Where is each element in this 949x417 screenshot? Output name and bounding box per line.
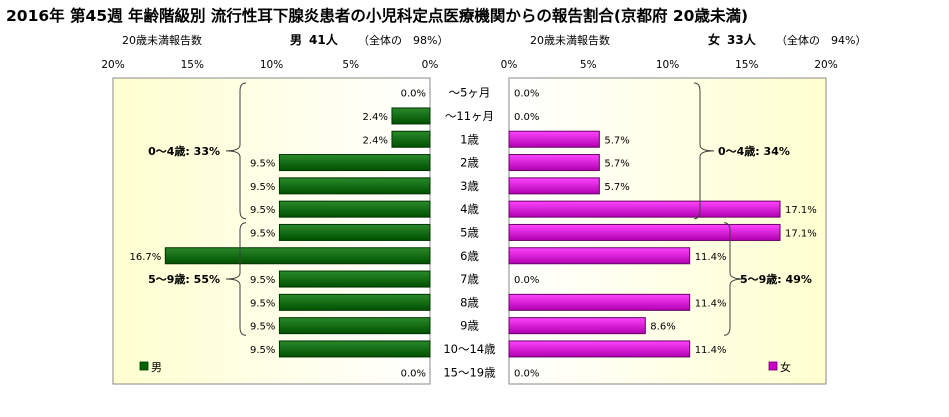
male-bracket-label: 5～9歳: 55%	[148, 272, 220, 286]
female-axis-tick-label: 20%	[814, 59, 837, 71]
category-label: 6歳	[460, 249, 479, 263]
male-bracket-label: 0～4歳: 33%	[148, 144, 220, 158]
male-data-label: 2.4%	[363, 135, 388, 146]
male-bar	[278, 317, 431, 335]
female-axis-tick-label: 0%	[501, 59, 518, 71]
female-bar	[508, 200, 781, 218]
male-legend-label: 男	[151, 361, 162, 374]
category-label: 4歳	[460, 202, 479, 216]
male-bar	[278, 340, 431, 358]
female-data-label: 11.4%	[695, 345, 727, 356]
female-legend-swatch	[768, 361, 778, 371]
female-data-label: 0.0%	[514, 112, 539, 123]
female-header-caption: 20歳未満報告数	[530, 34, 610, 47]
female-age-bracket	[693, 82, 715, 220]
male-axis-tick-label: 15%	[181, 59, 204, 71]
male-age-bracket	[225, 82, 247, 220]
category-label: 5歳	[460, 225, 479, 239]
male-data-label: 9.5%	[250, 228, 275, 239]
male-header-caption: 20歳未満報告数	[122, 34, 202, 47]
male-data-label: 9.5%	[250, 182, 275, 193]
chart-marks: 20% 15% 10% 5% 0% 0% 5% 10% 15% 20% ～5ヶ月 0.0% 0.0% ～1…	[101, 59, 837, 379]
male-bar	[164, 247, 431, 265]
female-bar	[508, 340, 691, 358]
female-legend-label: 女	[780, 360, 791, 374]
male-bar	[278, 293, 431, 311]
male-legend-swatch	[139, 361, 149, 371]
female-bar	[508, 154, 600, 172]
male-data-label: 9.5%	[250, 159, 275, 170]
female-bracket-label: 5～9歳: 49%	[740, 272, 812, 286]
female-bar	[508, 177, 600, 195]
female-data-label: 17.1%	[785, 205, 817, 216]
female-count: 33人	[727, 33, 756, 47]
male-axis-tick-label: 5%	[342, 59, 359, 71]
chart-title: 2016年 第45週 年齢階級別 流行性耳下腺炎患者の小児科定点医療機関からの報…	[6, 7, 749, 25]
male-data-label: 2.4%	[363, 112, 388, 123]
female-bar	[508, 130, 600, 148]
male-axis-tick-label: 0%	[422, 59, 439, 71]
male-data-label: 0.0%	[401, 89, 426, 100]
category-label: 2歳	[460, 156, 479, 170]
category-label: ～11ヶ月	[445, 109, 494, 123]
female-bar	[508, 247, 691, 265]
male-data-label: 9.5%	[250, 275, 275, 286]
female-data-label: 11.4%	[695, 252, 727, 263]
female-data-label: 0.0%	[514, 368, 539, 379]
female-bar	[508, 293, 691, 311]
category-label: ～5ヶ月	[449, 86, 491, 100]
category-label: 8歳	[460, 295, 479, 309]
male-bar	[278, 270, 431, 288]
male-bar	[278, 154, 431, 172]
category-label: 10～14歳	[443, 342, 496, 356]
category-label: 9歳	[460, 319, 479, 333]
male-bar	[278, 223, 431, 241]
female-age-bracket	[723, 222, 745, 336]
male-data-label: 16.7%	[130, 252, 162, 263]
male-axis-tick-label: 20%	[101, 59, 124, 71]
female-bar	[508, 317, 646, 335]
male-data-label: 9.5%	[250, 298, 275, 309]
male-bar	[278, 200, 431, 218]
female-data-label: 0.0%	[514, 275, 539, 286]
male-data-label: 0.0%	[401, 368, 426, 379]
female-axis-tick-label: 10%	[656, 59, 679, 71]
male-header-share: （全体の 98%）	[358, 34, 449, 47]
male-bar	[278, 177, 431, 195]
female-header-label: 女 33人	[708, 31, 756, 48]
category-label: 1歳	[460, 132, 479, 146]
male-axis-tick-label: 10%	[260, 59, 283, 71]
female-header-share: （全体の 94%）	[776, 34, 867, 47]
male-data-label: 9.5%	[250, 205, 275, 216]
female-axis-tick-label: 5%	[580, 59, 597, 71]
female-data-label: 5.7%	[604, 159, 629, 170]
female-bracket-label: 0～4歳: 34%	[718, 144, 790, 158]
female-data-label: 0.0%	[514, 89, 539, 100]
female-data-label: 17.1%	[785, 228, 817, 239]
category-label: 7歳	[460, 272, 479, 286]
male-bar	[391, 107, 431, 125]
female-label: 女	[708, 33, 721, 47]
male-header-label: 男 41人	[290, 31, 338, 48]
male-bar	[391, 130, 431, 148]
category-label: 15～19歳	[443, 365, 496, 379]
female-data-label: 11.4%	[695, 298, 727, 309]
female-data-label: 5.7%	[604, 182, 629, 193]
category-label: 3歳	[460, 179, 479, 193]
male-age-bracket	[225, 222, 247, 336]
male-label: 男	[290, 33, 303, 47]
male-data-label: 9.5%	[250, 345, 275, 356]
female-bar	[508, 223, 781, 241]
female-axis-tick-label: 15%	[735, 59, 758, 71]
female-data-label: 8.6%	[650, 322, 675, 333]
female-data-label: 5.7%	[604, 135, 629, 146]
male-data-label: 9.5%	[250, 322, 275, 333]
male-count: 41人	[309, 33, 338, 47]
